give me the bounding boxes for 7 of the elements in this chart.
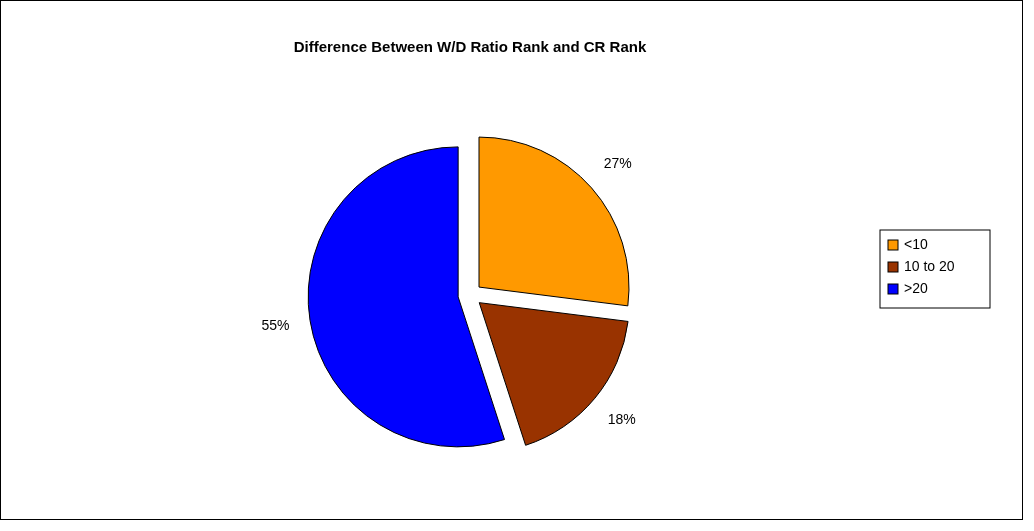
chart-title: Difference Between W/D Ratio Rank and CR Rank: [293, 38, 647, 55]
data-label: 27%: [603, 155, 632, 172]
data-label: 18%: [607, 411, 636, 428]
data-label: 55%: [261, 316, 290, 333]
legend-label: <10: [904, 235, 928, 252]
legend-label: 10 to 20: [904, 257, 955, 274]
legend-label: >20: [904, 279, 928, 296]
